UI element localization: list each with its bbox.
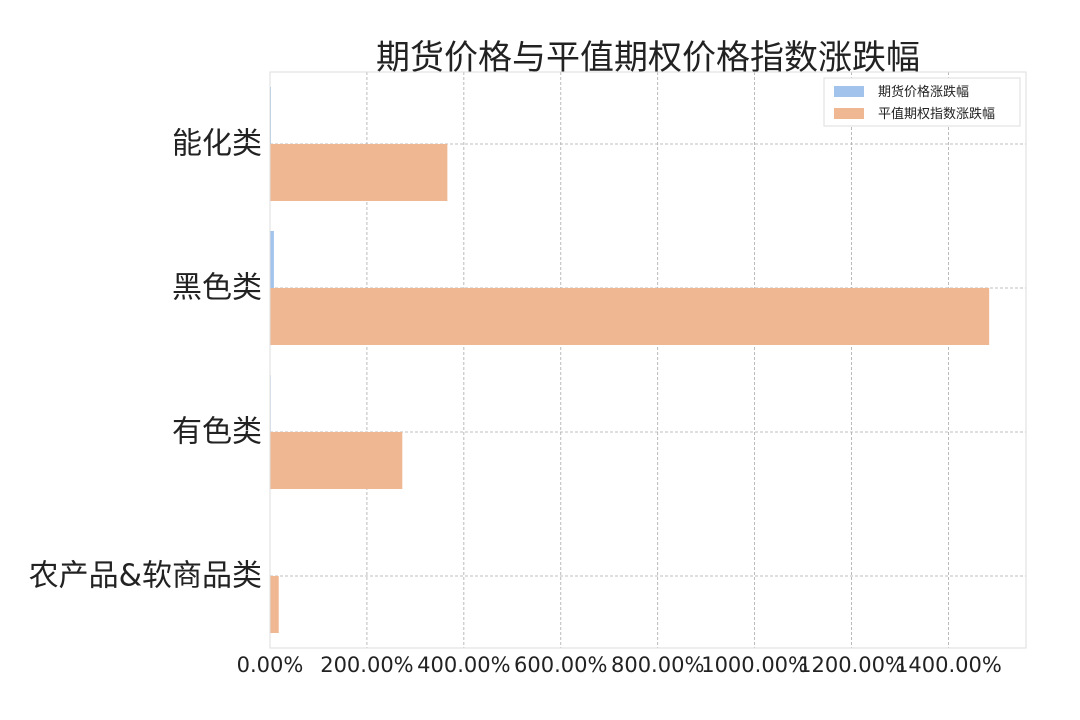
- x-tick-label: 600.00%: [514, 653, 607, 677]
- category-label: 黑色类: [172, 271, 262, 306]
- chart-title: 期货价格与平值期权价格指数涨跌幅: [376, 38, 920, 78]
- x-tick-label: 1400.00%: [895, 653, 1002, 677]
- legend-swatch: [834, 108, 864, 119]
- category-labels: 农产品&软商品类 有色类 黑色类 能化类: [29, 127, 262, 594]
- bar-option-index: [270, 144, 448, 201]
- category-label: 能化类: [172, 127, 262, 162]
- x-tick-label: 0.00%: [237, 653, 304, 677]
- bar-futures: [270, 231, 274, 288]
- bar-option-index: [270, 432, 403, 489]
- category-label: 农产品&软商品类: [29, 559, 262, 594]
- x-tick-labels: 0.00% 200.00% 400.00% 600.00% 800.00%1000.00…: [237, 653, 1002, 677]
- category-label: 有色类: [172, 415, 262, 450]
- bar-option-index: [270, 288, 990, 345]
- legend-label: 平值期权指数涨跌幅: [878, 106, 995, 122]
- bars: [270, 87, 990, 633]
- x-tick-label: 200.00%: [320, 653, 413, 677]
- x-tick-label: 400.00%: [417, 653, 510, 677]
- bar-option-index: [270, 576, 279, 633]
- legend-swatch: [834, 86, 864, 97]
- x-tick-label: 1200.00%: [798, 653, 905, 677]
- legend-label: 期货价格涨跌幅: [878, 84, 969, 100]
- x-tick-label: 800.00%: [611, 653, 704, 677]
- x-tick-label: 1000.00%: [701, 653, 808, 677]
- plot-frame: [269, 71, 1027, 649]
